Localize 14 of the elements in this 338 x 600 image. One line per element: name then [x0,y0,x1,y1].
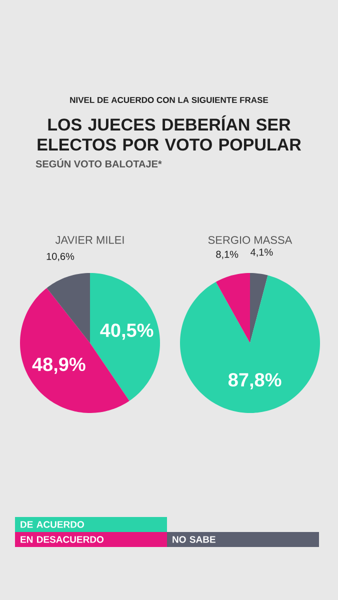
data-label: 48,9% [32,358,86,374]
text: SEGÚN VOTO BALOTAJE* [36,158,162,168]
chart-title: SERGIO MASSA [208,236,292,244]
text: LOS JUECES DEBERÍAN SER ELECTOS POR VOTO POPULAR [38,115,302,151]
chart-title: JAVIER MILEI [55,236,124,244]
data-label: 10,6% [46,252,74,262]
legend-label: NO SABE [172,536,216,543]
legend-label: DE ACUERDO [20,521,84,528]
data-label: 87,8% [228,373,282,390]
legend-label: EN DESACUERDO [20,536,104,543]
data-label: 40,5% [100,324,154,340]
text: NIVEL DE ACUERDO CON LA SIGUIENTE FRASE [70,96,268,103]
data-label: 8,1% [216,250,238,260]
data-label: 4,1% [250,248,273,257]
